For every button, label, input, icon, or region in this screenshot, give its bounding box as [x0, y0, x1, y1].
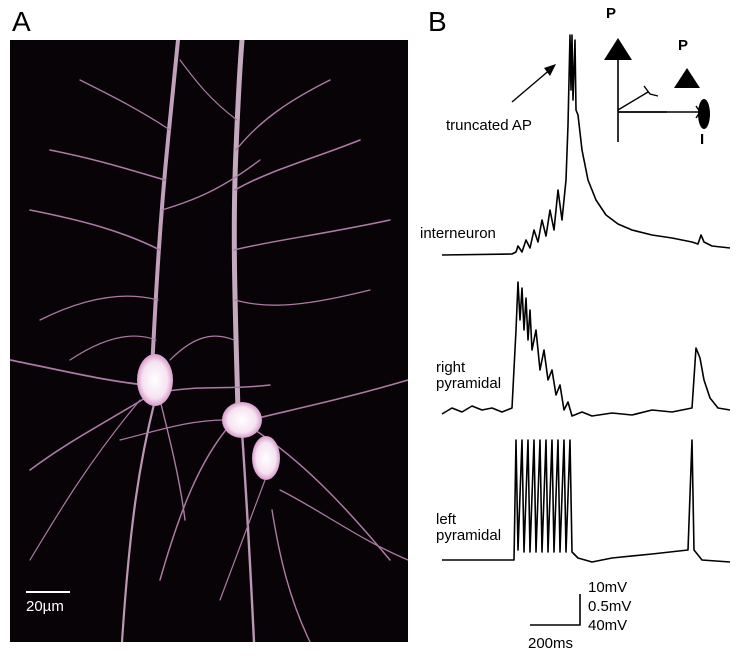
scale-label-200ms: 200ms [528, 635, 574, 652]
trace-label-left-pyramidal: left pyramidal [436, 511, 502, 544]
soma-interneuron [252, 436, 280, 480]
trace-label-right-pyramidal: right pyramidal [436, 359, 502, 392]
neuron-micrograph: 20µm [10, 40, 408, 642]
trace-panel [441, 34, 731, 626]
right-pyramidal-trace [441, 281, 731, 417]
interneuron-cell [698, 99, 710, 129]
circuit-schematic [604, 38, 710, 142]
panel-b-label: B [428, 6, 447, 37]
trace-label-interneuron: interneuron [420, 225, 496, 242]
soma-right [222, 402, 262, 438]
schematic-label-p1: P [606, 5, 617, 22]
left-pyramidal-trace [442, 439, 731, 563]
scale-label-40mv: 40mV [588, 617, 628, 634]
truncated-ap-label: truncated AP [446, 117, 532, 134]
scale-bar-label: 20µm [26, 598, 64, 615]
pyramidal-cell-2 [674, 68, 700, 88]
scale-bar [26, 591, 70, 593]
soma-left [137, 354, 173, 406]
scale-label-10mv: 10mV [588, 579, 628, 596]
interneuron-trace [441, 34, 731, 256]
pyramidal-cell-1 [604, 38, 632, 60]
schematic-label-p2: P [678, 37, 689, 54]
schematic-label-i: I [700, 131, 705, 148]
scale-bars [530, 594, 581, 626]
panel-a-label: A [12, 6, 31, 37]
scale-label-0.5mv: 0.5mV [588, 598, 632, 615]
neuron-image [10, 40, 408, 642]
